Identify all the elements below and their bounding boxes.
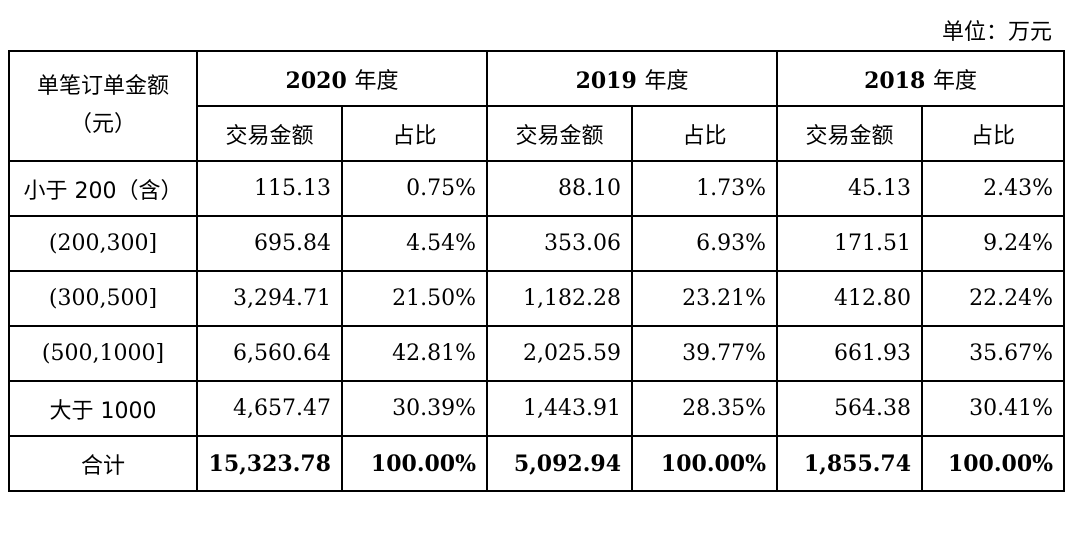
table-row: 小于 200（含） 115.13 0.75% 88.10 1.73% 45.13… — [8, 160, 1066, 217]
cell-value: 45.13 — [776, 160, 924, 217]
cell-value: 4.54% — [340, 215, 489, 272]
cell-value: 2.43% — [921, 160, 1066, 217]
cell-value: 22.24% — [921, 270, 1066, 327]
cell-value: 2,025.59 — [486, 325, 634, 382]
total-value: 15,323.78 — [196, 435, 343, 492]
cell-value: 39.77% — [631, 325, 779, 382]
header-row-years: 单笔订单金额 （元） 2020 年度 2019 年度 2018 年度 — [8, 50, 1066, 162]
cell-value: 35.67% — [921, 325, 1066, 382]
row-label: 大于 1000 — [8, 380, 198, 437]
cell-value: 9.24% — [921, 215, 1066, 272]
total-value: 100.00% — [921, 435, 1066, 492]
cell-value: 4,657.47 — [196, 380, 343, 437]
sub-header-amount: 交易金额 — [196, 105, 343, 162]
total-value: 100.00% — [340, 435, 489, 492]
cell-value: 0.75% — [340, 160, 489, 217]
header-row-sub: 交易金额 占比 交易金额 占比 交易金额 占比 — [9, 105, 1066, 162]
row-label: (300,500] — [8, 270, 198, 327]
cell-value: 1,443.91 — [486, 380, 634, 437]
total-value: 5,092.94 — [486, 435, 634, 492]
cell-value: 1.73% — [631, 160, 779, 217]
cell-value: 1,182.28 — [486, 270, 634, 327]
total-label: 合计 — [8, 435, 198, 492]
total-row: 合计 15,323.78 100.00% 5,092.94 100.00% 1,… — [8, 435, 1066, 492]
corner-line1: 单笔订单金额 — [36, 74, 169, 99]
row-label: (500,1000] — [8, 325, 198, 382]
cell-value: 3,294.71 — [196, 270, 343, 327]
cell-value: 171.51 — [776, 215, 924, 272]
cell-value: 564.38 — [776, 380, 924, 437]
year-header-2020: 2020 年度 — [195, 50, 489, 107]
cell-value: 21.50% — [340, 270, 489, 327]
corner-line2: （元） — [69, 112, 136, 137]
table-row: (300,500] 3,294.71 21.50% 1,182.28 23.21… — [8, 270, 1066, 327]
sub-header-amount: 交易金额 — [776, 105, 924, 162]
unit-label: 单位：万元 — [941, 20, 1052, 45]
cell-value: 6.93% — [631, 215, 779, 272]
row-label: (200,300] — [8, 215, 198, 272]
cell-value: 6,560.64 — [196, 325, 343, 382]
sub-header-ratio: 占比 — [631, 105, 779, 162]
table-row: (500,1000] 6,560.64 42.81% 2,025.59 39.7… — [8, 325, 1066, 382]
year-header-2018: 2018 年度 — [776, 50, 1066, 107]
cell-value: 661.93 — [776, 325, 924, 382]
cell-value: 42.81% — [340, 325, 489, 382]
cell-value: 695.84 — [196, 215, 343, 272]
corner-header: 单笔订单金额 （元） — [8, 50, 198, 162]
cell-value: 30.41% — [921, 380, 1066, 437]
sub-header-amount: 交易金额 — [486, 105, 634, 162]
total-value: 100.00% — [631, 435, 779, 492]
table-row: 大于 1000 4,657.47 30.39% 1,443.91 28.35% … — [8, 380, 1066, 437]
cell-value: 30.39% — [340, 380, 489, 437]
sub-header-ratio: 占比 — [921, 105, 1066, 162]
cell-value: 353.06 — [486, 215, 634, 272]
cell-value: 115.13 — [196, 160, 343, 217]
cell-value: 88.10 — [486, 160, 634, 217]
sub-header-ratio: 占比 — [340, 105, 489, 162]
year-header-2019: 2019 年度 — [486, 50, 779, 107]
cell-value: 28.35% — [631, 380, 779, 437]
cell-value: 412.80 — [776, 270, 924, 327]
table-row: (200,300] 695.84 4.54% 353.06 6.93% 171.… — [8, 215, 1066, 272]
transaction-table: 单笔订单金额 （元） 2020 年度 2019 年度 2018 年度 交易金额 … — [8, 50, 1066, 492]
total-value: 1,855.74 — [776, 435, 924, 492]
cell-value: 23.21% — [631, 270, 779, 327]
row-label: 小于 200（含） — [8, 160, 198, 217]
